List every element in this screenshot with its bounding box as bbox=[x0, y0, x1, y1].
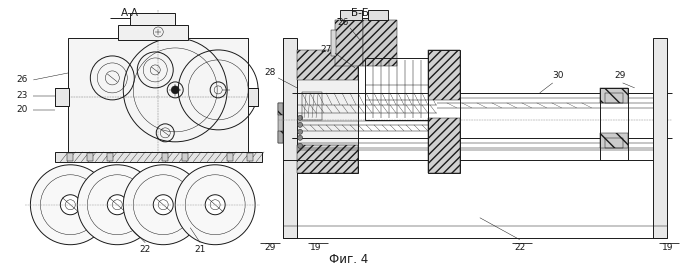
Text: 30: 30 bbox=[552, 71, 563, 80]
Bar bbox=[297, 145, 358, 173]
Text: 28: 28 bbox=[265, 68, 276, 77]
Bar bbox=[55, 152, 262, 162]
Circle shape bbox=[31, 165, 110, 245]
Bar bbox=[131, 13, 175, 25]
Text: 22: 22 bbox=[140, 245, 151, 254]
Bar bbox=[297, 50, 358, 80]
Bar bbox=[182, 153, 188, 161]
Circle shape bbox=[175, 165, 255, 245]
Text: Б-Б: Б-Б bbox=[351, 8, 369, 18]
Text: А-А: А-А bbox=[121, 8, 140, 18]
Text: 29: 29 bbox=[614, 71, 625, 80]
Text: 26: 26 bbox=[337, 18, 349, 28]
Text: 21: 21 bbox=[195, 245, 206, 254]
Text: 27: 27 bbox=[320, 46, 332, 54]
Bar bbox=[162, 153, 168, 161]
Bar bbox=[278, 103, 283, 143]
Bar bbox=[68, 153, 73, 161]
Bar bbox=[600, 88, 628, 160]
Circle shape bbox=[297, 135, 302, 140]
Bar bbox=[248, 88, 258, 106]
Circle shape bbox=[77, 165, 157, 245]
Text: 20: 20 bbox=[17, 105, 28, 114]
Bar bbox=[365, 58, 428, 120]
Text: 26: 26 bbox=[17, 75, 28, 84]
Bar bbox=[87, 153, 94, 161]
Bar bbox=[653, 38, 667, 238]
Circle shape bbox=[297, 122, 302, 127]
Bar bbox=[283, 38, 297, 238]
Bar bbox=[604, 138, 623, 148]
Circle shape bbox=[154, 195, 173, 215]
Bar bbox=[107, 153, 113, 161]
Bar bbox=[335, 20, 363, 66]
Text: 23: 23 bbox=[17, 91, 28, 100]
Text: 19: 19 bbox=[662, 243, 674, 252]
Text: 22: 22 bbox=[514, 243, 526, 252]
Circle shape bbox=[107, 195, 127, 215]
Bar bbox=[340, 10, 362, 20]
Bar bbox=[68, 38, 248, 156]
Circle shape bbox=[297, 129, 302, 134]
Bar bbox=[247, 153, 253, 161]
Bar bbox=[331, 30, 336, 56]
Circle shape bbox=[205, 195, 225, 215]
Bar bbox=[118, 25, 188, 40]
Circle shape bbox=[171, 86, 179, 94]
Text: 19: 19 bbox=[311, 243, 322, 252]
Bar bbox=[604, 93, 623, 103]
Bar bbox=[600, 133, 628, 148]
Bar bbox=[428, 118, 460, 173]
Text: Фиг. 4: Фиг. 4 bbox=[329, 253, 369, 266]
Bar bbox=[428, 50, 460, 100]
Bar bbox=[600, 88, 628, 103]
Bar bbox=[278, 131, 283, 143]
Bar bbox=[428, 50, 460, 173]
Bar bbox=[297, 50, 358, 173]
Circle shape bbox=[297, 115, 302, 120]
Bar bbox=[302, 92, 322, 120]
Circle shape bbox=[297, 143, 302, 148]
Bar bbox=[55, 88, 69, 106]
Circle shape bbox=[124, 165, 203, 245]
Bar bbox=[227, 153, 233, 161]
Bar bbox=[278, 103, 283, 115]
Bar bbox=[363, 20, 397, 66]
Circle shape bbox=[60, 195, 80, 215]
Text: 29: 29 bbox=[265, 243, 276, 252]
Bar bbox=[368, 10, 388, 20]
